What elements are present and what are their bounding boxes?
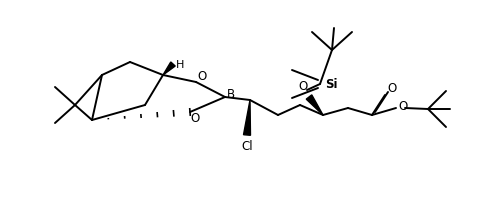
Polygon shape (163, 62, 175, 75)
Polygon shape (306, 95, 323, 115)
Text: B: B (227, 88, 235, 102)
Text: Si: Si (325, 78, 337, 91)
Text: Cl: Cl (241, 139, 253, 152)
Text: H: H (176, 60, 184, 70)
Text: O: O (190, 113, 200, 126)
Polygon shape (243, 100, 250, 135)
Text: O: O (298, 81, 308, 93)
Text: O: O (398, 99, 408, 113)
Text: O: O (197, 71, 206, 84)
Text: O: O (387, 81, 397, 95)
